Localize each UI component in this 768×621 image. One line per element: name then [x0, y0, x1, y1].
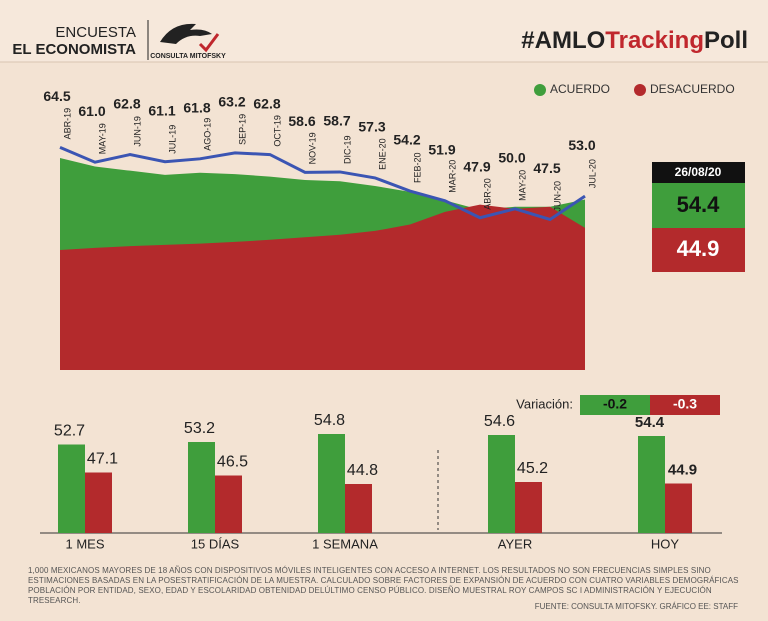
bar — [488, 435, 515, 533]
bar — [665, 483, 692, 533]
logo-check — [198, 33, 220, 53]
area — [60, 204, 585, 370]
survey-label: ENCUESTA — [55, 24, 136, 41]
trend-label: 58.7 — [323, 113, 350, 129]
footnote: 1,000 MEXICANOS MAYORES DE 18 AÑOS CON D… — [28, 566, 739, 605]
month-label: MAY-19 — [97, 123, 107, 154]
bar — [85, 472, 112, 533]
trend-label: 47.9 — [463, 158, 490, 174]
legend-swatch — [634, 84, 646, 96]
bar-label: 44.9 — [668, 461, 697, 478]
hashtag-suffix: Poll — [704, 27, 748, 54]
trend-label: 58.6 — [288, 113, 315, 129]
trend-label: 61.0 — [78, 103, 105, 119]
bar-label: 44.8 — [347, 462, 378, 479]
month-label: JUL-19 — [167, 125, 177, 154]
hashtag-mid: Tracking — [605, 27, 704, 54]
month-label: DIC-19 — [342, 135, 352, 164]
header-band — [0, 0, 768, 62]
source: FUENTE: CONSULTA MITOFSKY. GRÁFICO EE: S… — [534, 602, 738, 611]
bar-label: 54.8 — [314, 412, 345, 429]
trend-label: 64.5 — [43, 88, 70, 104]
bar-label: 45.2 — [517, 460, 548, 477]
month-label: OCT-19 — [272, 115, 282, 147]
trend-label: 50.0 — [498, 150, 525, 166]
trend-label: 61.1 — [148, 102, 175, 118]
category-label: HOY — [651, 536, 680, 551]
bar — [58, 444, 85, 533]
current-desacuerdo-box — [652, 228, 745, 272]
hashtag: #AMLOTrackingPoll — [521, 27, 748, 54]
bar-label: 47.1 — [87, 451, 118, 468]
trend-label: 63.2 — [218, 94, 245, 110]
legend-label: DESACUERDO — [650, 82, 735, 96]
bar — [188, 442, 215, 533]
variation-box — [580, 395, 650, 415]
current-acuerdo: 54.4 — [677, 192, 721, 217]
logo-mark — [160, 23, 212, 44]
variation-label: Variación: — [516, 396, 573, 411]
month-label: MAY-20 — [517, 170, 527, 201]
month-label: JUN-20 — [552, 181, 562, 212]
category-label: 15 DÍAS — [191, 536, 240, 551]
trend-label: 47.5 — [533, 160, 560, 176]
bar — [515, 482, 542, 533]
month-label: AGO-19 — [202, 118, 212, 151]
month-label: ENE-20 — [377, 138, 387, 170]
month-label: NOV-19 — [307, 132, 317, 164]
date-box — [652, 162, 745, 183]
legend-swatch — [534, 84, 546, 96]
variation-value: -0.2 — [603, 396, 627, 412]
variation-value: -0.3 — [673, 396, 697, 412]
bar — [318, 434, 345, 533]
month-label: JUL-20 — [587, 159, 597, 188]
trend-label: 57.3 — [358, 119, 385, 135]
bar — [638, 436, 665, 533]
month-label: JUN-19 — [132, 116, 142, 147]
variation-box — [650, 395, 720, 415]
trend-label: 61.8 — [183, 100, 210, 116]
bar-label: 52.7 — [54, 423, 85, 440]
trend-label: 54.2 — [393, 132, 420, 148]
trend-label: 51.9 — [428, 141, 455, 157]
category-label: AYER — [498, 536, 532, 551]
bar-label: 54.6 — [484, 413, 515, 430]
month-label: FEB-20 — [412, 153, 422, 184]
legend-label: ACUERDO — [550, 82, 610, 96]
hashtag-prefix: #AMLO — [521, 27, 605, 54]
trend-line — [59, 145, 586, 222]
current-acuerdo-box — [652, 183, 745, 228]
category-label: 1 SEMANA — [312, 536, 378, 551]
month-label: ABR-19 — [62, 108, 72, 140]
pollster-label: CONSULTA MITOFSKY — [150, 53, 226, 60]
bar-label: 53.2 — [184, 420, 215, 437]
month-label: ABR-20 — [482, 178, 492, 210]
bar — [345, 484, 372, 533]
category-label: 1 MES — [65, 536, 104, 551]
outlet-label: EL ECONOMISTA — [12, 41, 136, 58]
month-label: MAR-20 — [447, 160, 457, 193]
bar-label: 46.5 — [217, 454, 248, 471]
trend-label: 53.0 — [568, 137, 595, 153]
bar-label: 54.4 — [635, 414, 665, 431]
current-desacuerdo: 44.9 — [677, 236, 720, 261]
bar — [215, 475, 242, 533]
date-label: 26/08/20 — [675, 165, 722, 179]
trend-label: 62.8 — [113, 95, 140, 111]
trend-label: 62.8 — [253, 95, 280, 111]
month-label: SEP-19 — [237, 114, 247, 145]
